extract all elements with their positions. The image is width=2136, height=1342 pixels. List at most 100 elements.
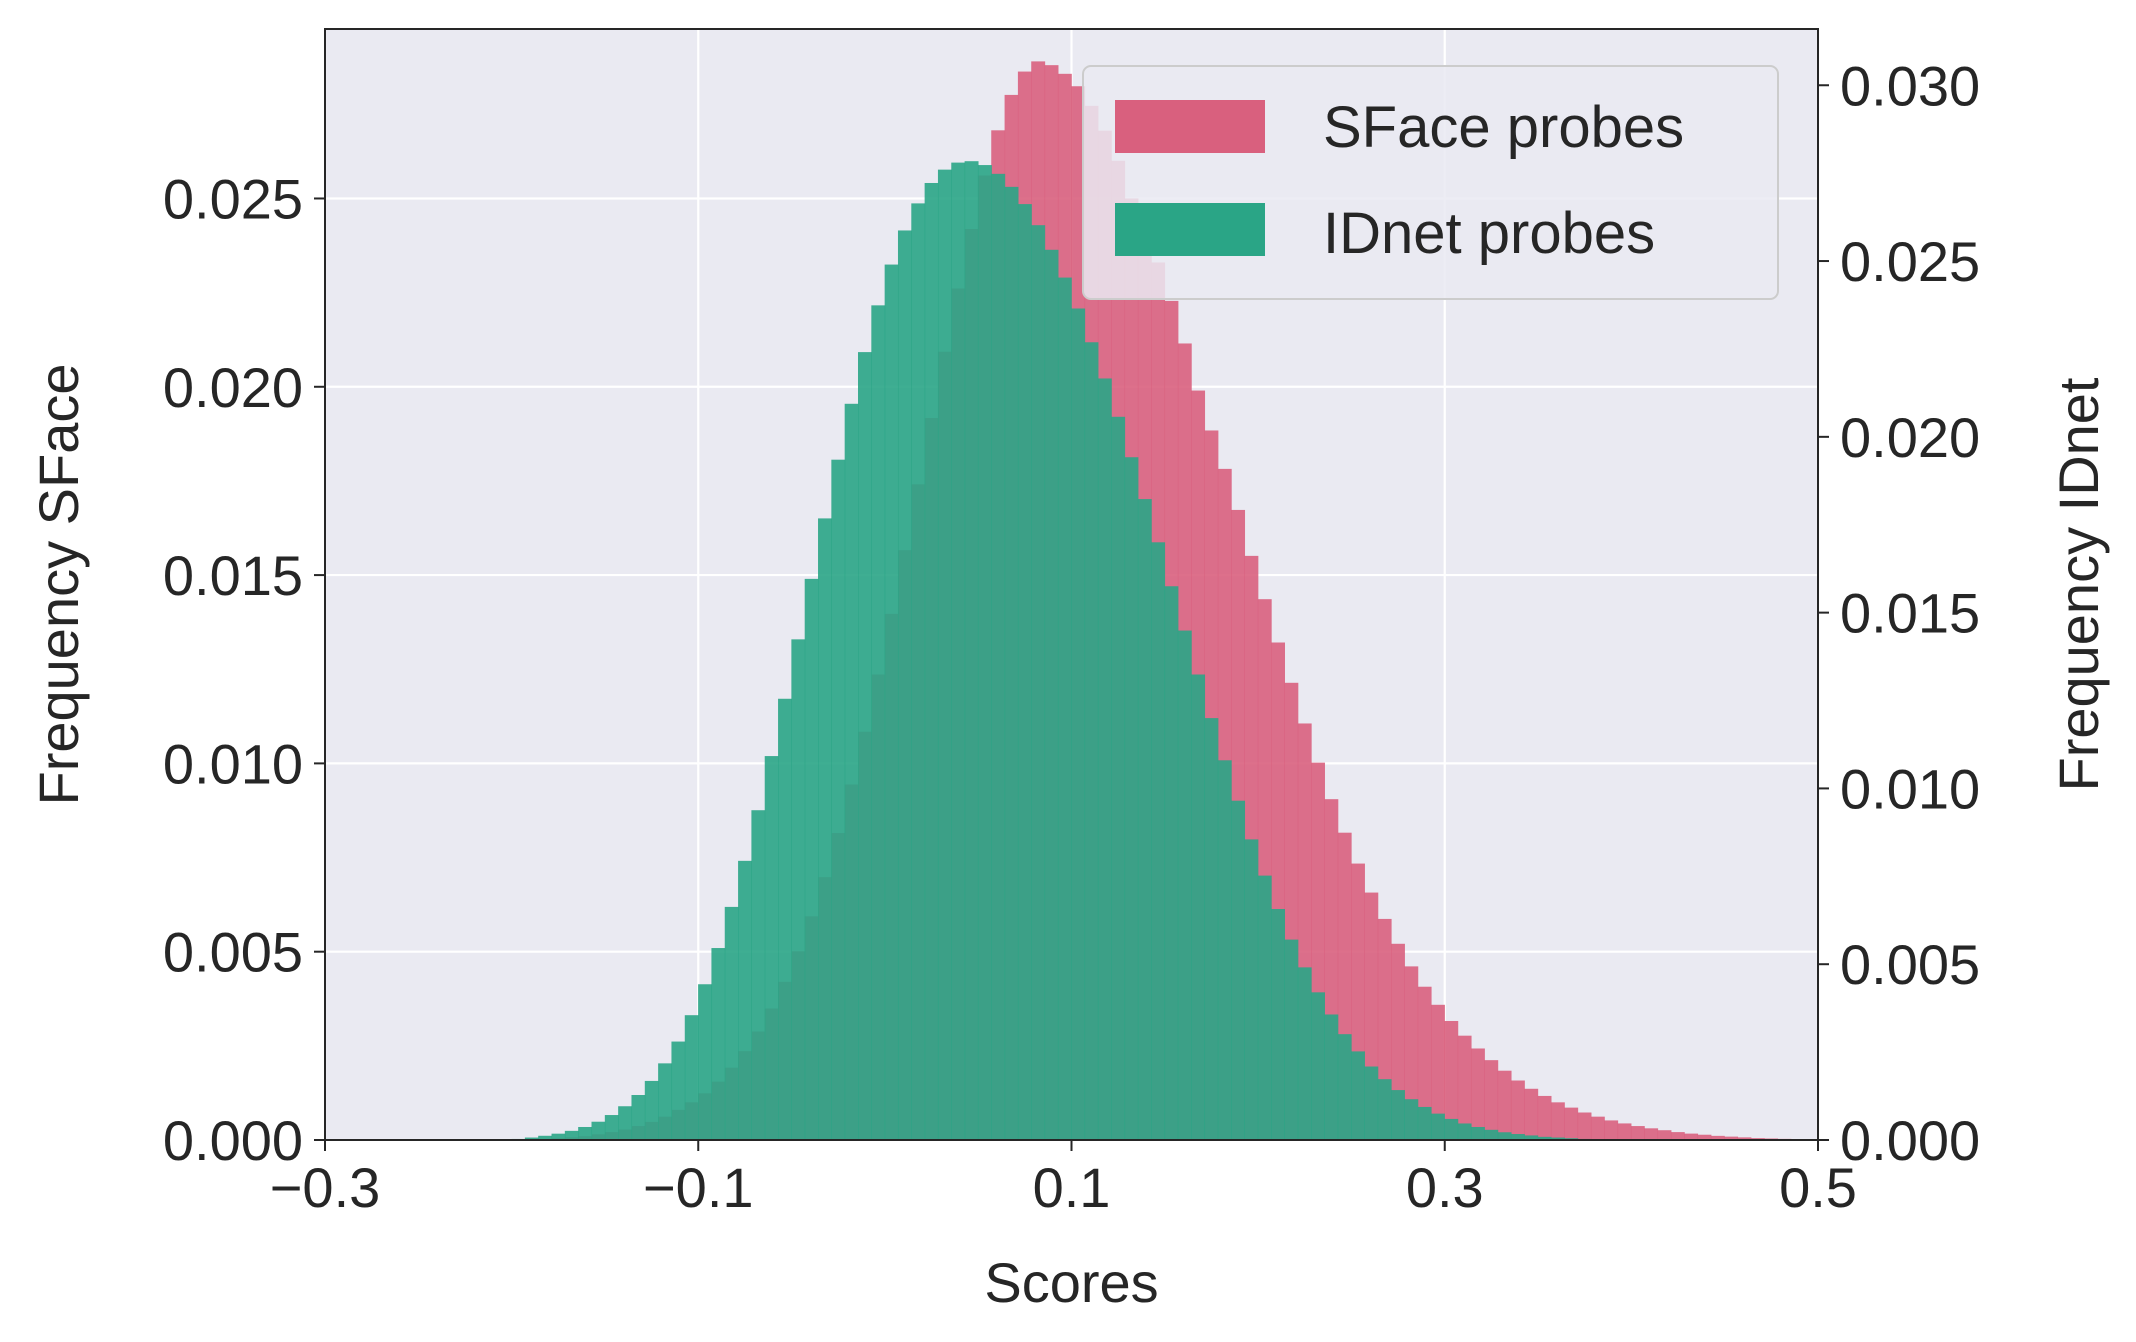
histogram-bar <box>1510 1134 1525 1140</box>
histogram-bar <box>964 161 979 1140</box>
idnet-series <box>511 161 1619 1141</box>
histogram-bar <box>1151 542 1166 1140</box>
histogram-bar <box>1497 1132 1512 1140</box>
histogram-bar <box>951 162 966 1141</box>
x-tick-label: 0.1 <box>1033 1156 1111 1219</box>
right-y-tick-label: 0.015 <box>1840 582 1980 645</box>
histogram-bar <box>1630 1126 1645 1140</box>
right-y-tick-label: 0.010 <box>1840 757 1980 820</box>
right-y-tick-label: 0.025 <box>1840 230 1980 293</box>
histogram-bar <box>1031 225 1046 1140</box>
histogram-bar <box>1577 1112 1592 1140</box>
histogram-bar <box>751 810 766 1140</box>
histogram-bar <box>778 698 792 1140</box>
histogram-bar <box>671 1041 686 1140</box>
histogram-bar <box>1457 1123 1472 1140</box>
histogram-bar <box>1164 586 1179 1140</box>
legend-label-sface: SFace probes <box>1323 95 1684 160</box>
histogram-bar <box>524 1137 539 1140</box>
histogram-bar <box>618 1106 633 1140</box>
histogram-bar <box>1484 1060 1499 1140</box>
histogram-bar <box>1430 1113 1445 1140</box>
histogram-bar <box>991 173 1006 1140</box>
histogram-bar <box>884 264 899 1140</box>
histogram-bar <box>1710 1135 1725 1140</box>
histogram-bar <box>1071 308 1086 1140</box>
histogram-bar <box>911 203 926 1140</box>
histogram-bar <box>831 459 846 1140</box>
histogram-bar <box>1124 457 1139 1141</box>
x-tick-label: 0.3 <box>1406 1156 1484 1219</box>
histogram-bar <box>1404 966 1419 1140</box>
histogram-bar <box>1057 277 1072 1140</box>
right-y-tick-label: 0.005 <box>1840 933 1980 996</box>
histogram-bar <box>1324 1014 1339 1140</box>
histogram-bar <box>1524 1135 1539 1140</box>
histogram-bar <box>1377 1079 1392 1140</box>
histogram-bar <box>1017 204 1032 1140</box>
histogram-bar <box>791 639 806 1140</box>
histogram-bar <box>684 1015 699 1140</box>
x-tick-label: 0.5 <box>1779 1156 1857 1219</box>
histogram-bar <box>1084 342 1099 1141</box>
histogram-bar <box>1670 1132 1685 1140</box>
histogram-bar <box>1417 1106 1432 1140</box>
histogram-bar <box>1271 909 1286 1140</box>
left-y-tick-label: 0.010 <box>163 732 303 795</box>
histogram-bar <box>1724 1136 1739 1140</box>
histogram-bar <box>1470 1126 1485 1140</box>
histogram-bar <box>1244 839 1259 1140</box>
histogram-bar <box>1497 1070 1512 1140</box>
right-y-tick-label: 0.030 <box>1840 54 1980 117</box>
histogram-bar <box>1297 967 1312 1140</box>
left-y-axis-ticks: 0.000 0.005 0.010 0.015 0.020 0.025 <box>163 167 325 1172</box>
histogram-bar <box>1351 1051 1365 1140</box>
histogram-bar <box>1204 718 1219 1140</box>
histogram-bar <box>1564 1107 1579 1140</box>
right-y-tick-label: 0.000 <box>1840 1109 1980 1172</box>
histogram-bar <box>538 1135 553 1140</box>
histogram-bar <box>1510 1080 1525 1140</box>
histogram-bar <box>1470 1048 1485 1140</box>
legend-label-idnet: IDnet probes <box>1323 201 1655 266</box>
histogram-bar <box>1231 800 1246 1140</box>
histogram-bar <box>1537 1095 1552 1140</box>
histogram-bar <box>1550 1102 1565 1140</box>
histogram-bar <box>1364 1066 1379 1140</box>
histogram-bar <box>698 984 713 1140</box>
histogram-bar <box>871 305 886 1141</box>
x-axis-ticks: −0.3 −0.1 0.1 0.3 0.5 <box>270 1140 1857 1219</box>
histogram-bar <box>1604 1120 1619 1140</box>
histogram-bar <box>844 403 859 1140</box>
x-tick-label: −0.3 <box>270 1156 381 1219</box>
histogram-bar <box>1457 1035 1472 1140</box>
histogram-bar <box>764 756 779 1140</box>
histogram-bar <box>1617 1123 1632 1140</box>
left-y-tick-label: 0.020 <box>163 356 303 419</box>
x-axis-title: Scores <box>984 1251 1158 1314</box>
histogram-bar <box>1337 1034 1352 1140</box>
legend-swatch-sface <box>1115 100 1265 153</box>
histogram-bar <box>1444 1118 1459 1140</box>
left-y-tick-label: 0.000 <box>163 1109 303 1172</box>
histogram-bar <box>551 1133 566 1140</box>
x-tick-label: −0.1 <box>643 1156 754 1219</box>
legend: SFace probes IDnet probes <box>1082 65 1779 300</box>
histogram-bar <box>578 1126 593 1140</box>
histogram-bar <box>1684 1133 1699 1140</box>
histogram-bar <box>564 1130 579 1140</box>
legend-swatch-idnet <box>1115 203 1265 256</box>
histogram-bar <box>804 578 819 1140</box>
histogram-bar <box>1657 1130 1672 1140</box>
histogram-bar <box>604 1115 619 1140</box>
histogram-bar <box>1311 992 1325 1140</box>
histogram-bar <box>1590 1116 1605 1140</box>
histogram-bar <box>1257 875 1272 1140</box>
histogram-bar <box>937 169 952 1140</box>
histogram-bar <box>1097 378 1112 1140</box>
histogram-bar <box>818 518 832 1140</box>
histogram-bar <box>1111 416 1126 1140</box>
histogram-bar <box>644 1080 659 1140</box>
histogram-bar <box>1644 1128 1659 1140</box>
